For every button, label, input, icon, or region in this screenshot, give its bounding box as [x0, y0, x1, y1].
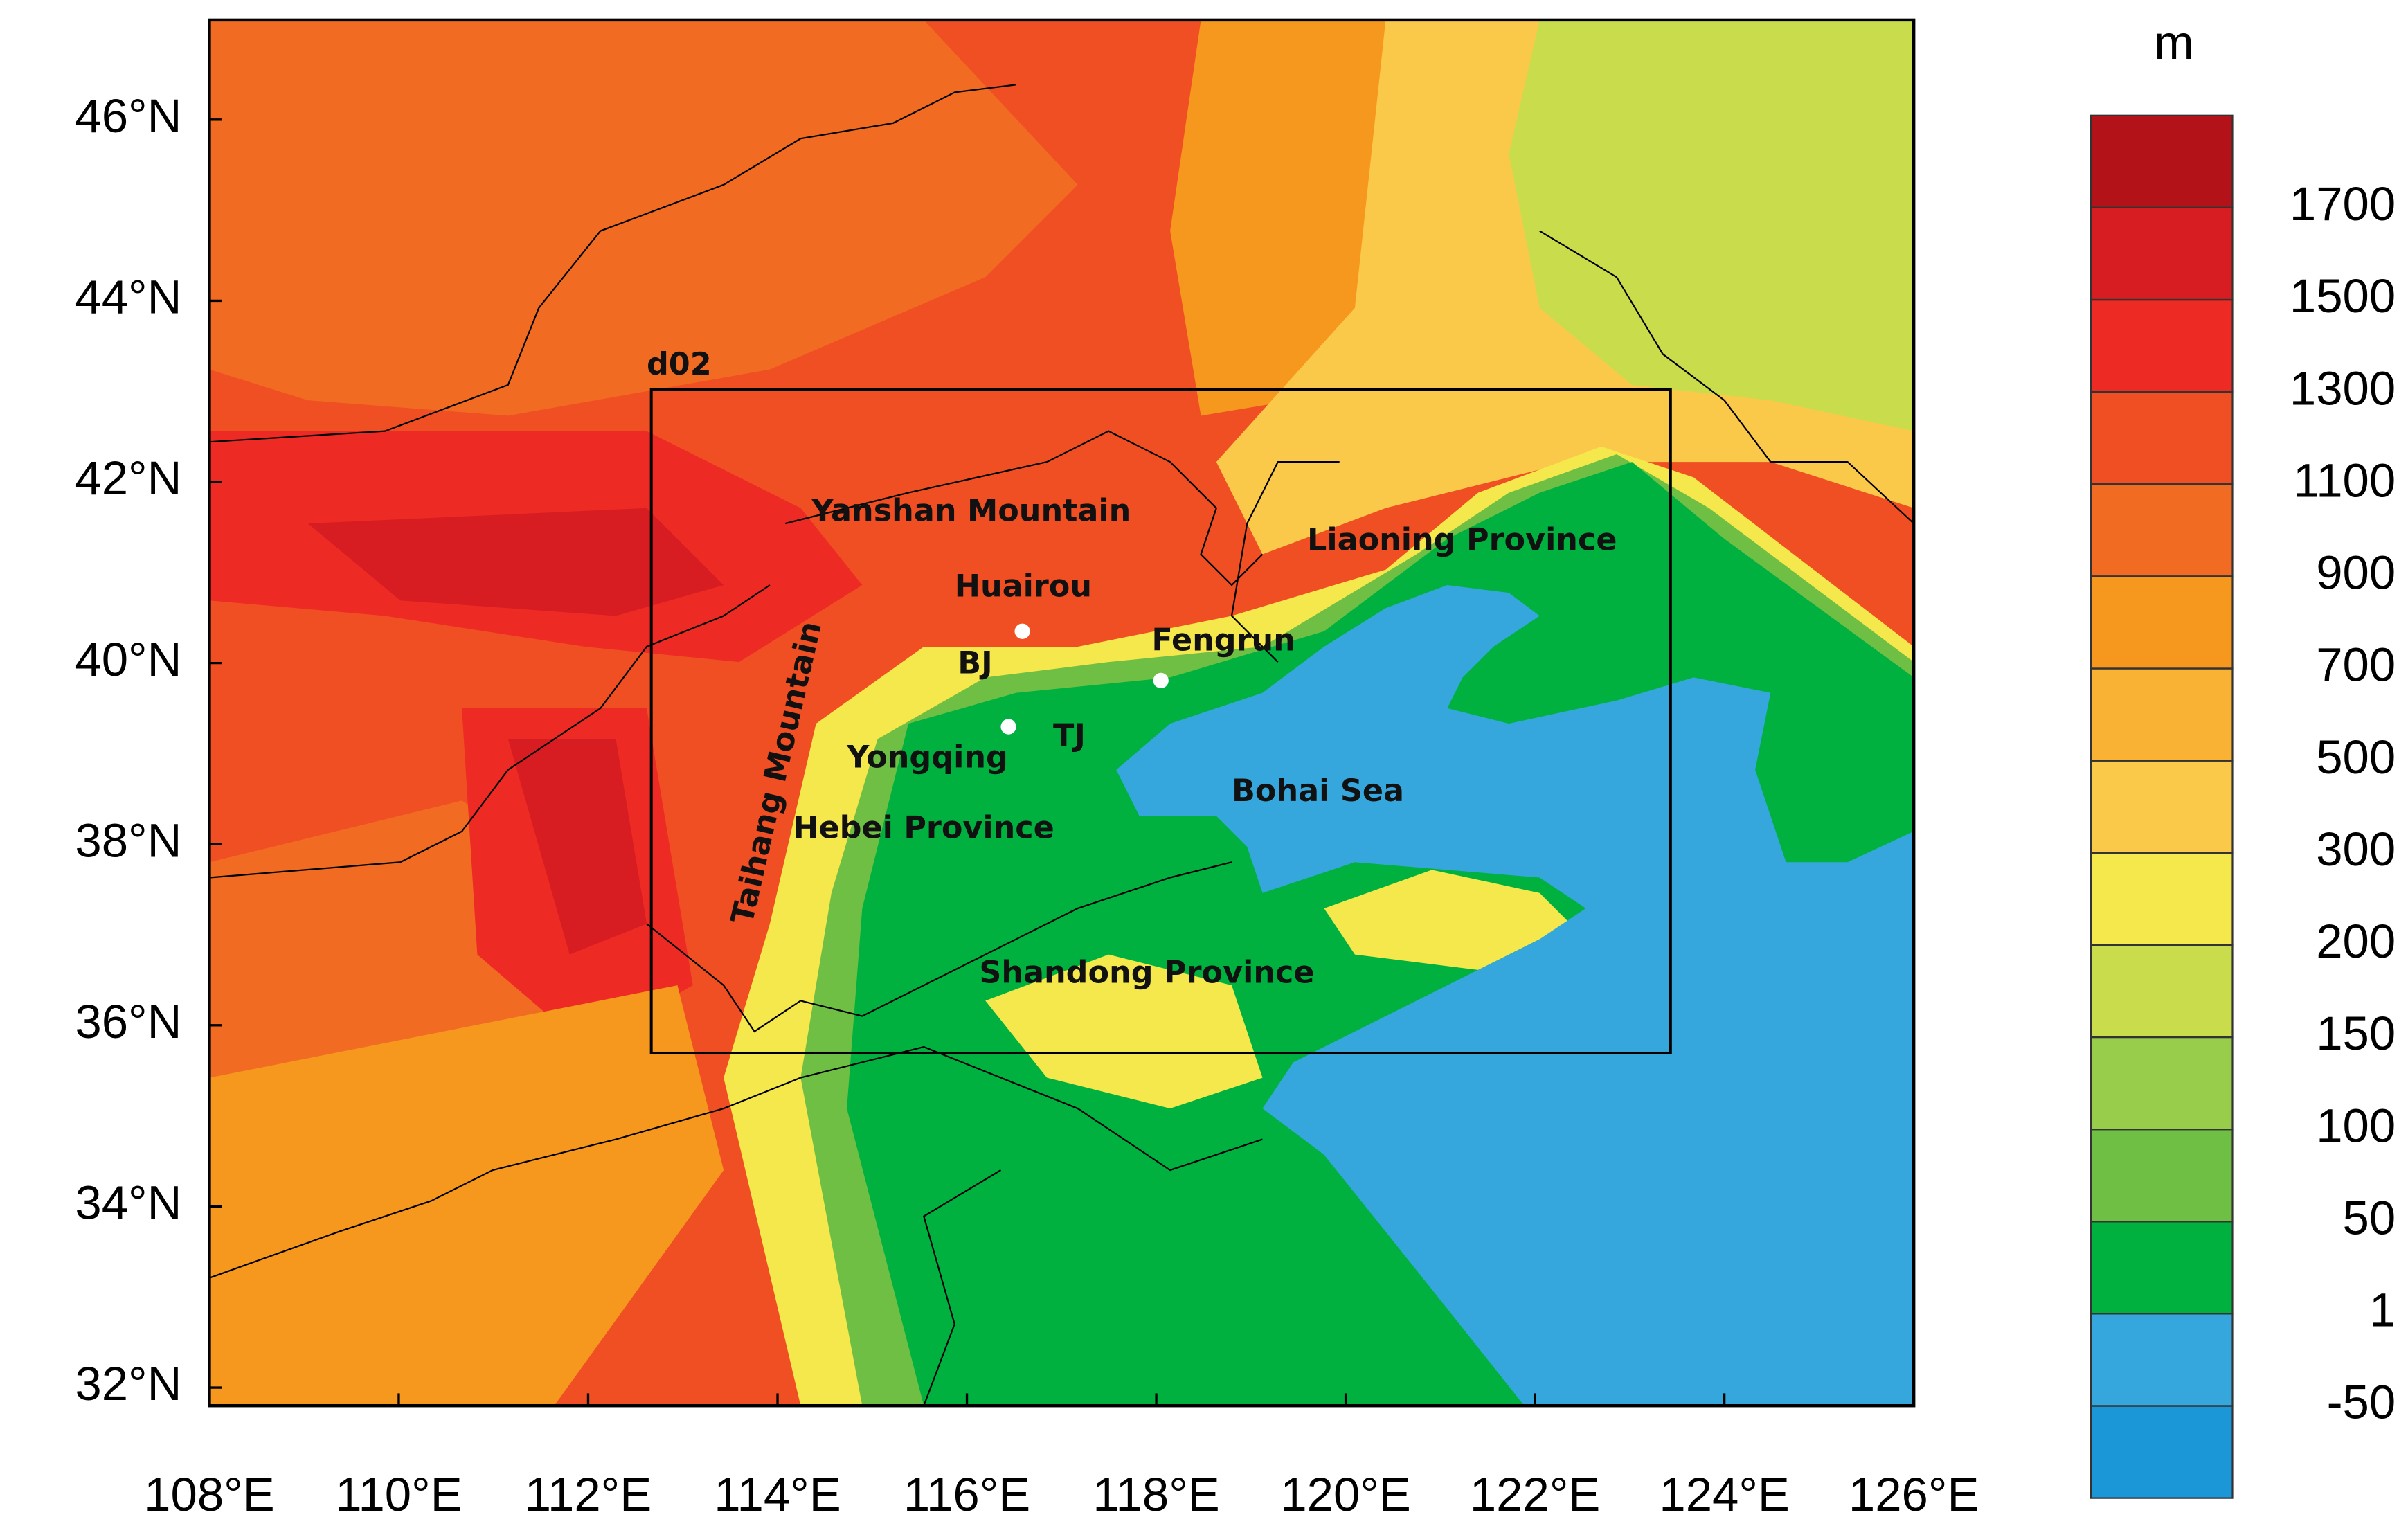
- x-tick-label: 112°E: [525, 1468, 652, 1521]
- y-tick-label: 42°N: [75, 451, 181, 505]
- colorbar-label: 1300: [2290, 361, 2396, 415]
- colorbar-label: -50: [2327, 1376, 2396, 1429]
- x-tick-label: 126°E: [1849, 1468, 1979, 1521]
- colorbar-label: 700: [2316, 638, 2396, 692]
- map-label: Fengrun: [1151, 622, 1295, 658]
- colorbar-label: 1100: [2293, 454, 2396, 507]
- colorbar-bin: [2090, 667, 2234, 762]
- x-tick-label: 120°E: [1280, 1468, 1411, 1521]
- domain-label: d02: [647, 347, 712, 382]
- domain-box: [649, 388, 1672, 1054]
- x-tick-label: 108°E: [144, 1468, 275, 1521]
- map-frame: [208, 18, 1916, 1408]
- colorbar-label: 1500: [2290, 269, 2396, 323]
- colorbar-bin: [2090, 1221, 2234, 1315]
- map-label: Huairou: [955, 568, 1092, 604]
- colorbar-bin: [2090, 575, 2234, 670]
- y-tick-label: 44°N: [75, 271, 181, 324]
- colorbar-bin: [2090, 114, 2234, 209]
- y-tick-label: 34°N: [75, 1176, 181, 1230]
- map-label: TJ: [1053, 718, 1086, 753]
- colorbar-bin: [2090, 852, 2234, 946]
- x-tick-label: 116°E: [904, 1468, 1030, 1521]
- map-label: Liaoning Province: [1307, 523, 1617, 558]
- y-tick-label: 32°N: [75, 1357, 181, 1410]
- terrain-layer: [209, 431, 863, 1355]
- site-dot: [1014, 623, 1030, 639]
- terrain-layer: [985, 870, 1571, 1109]
- colorbar-label: 200: [2316, 915, 2396, 968]
- y-tick-label: 38°N: [75, 814, 181, 867]
- colorbar-bin: [2090, 944, 2234, 1039]
- colorbar-label: 1: [2369, 1284, 2396, 1337]
- y-tick-label: 36°N: [75, 995, 181, 1048]
- y-tick-label: 46°N: [75, 89, 181, 143]
- x-tick-label: 122°E: [1470, 1468, 1601, 1521]
- y-tick-label: 40°N: [75, 633, 181, 686]
- colorbar-label: 150: [2316, 1007, 2396, 1060]
- colorbar-bin: [2090, 391, 2234, 485]
- site-dot: [1153, 672, 1169, 688]
- colorbar-bin: [2090, 298, 2234, 393]
- site-dot: [1000, 719, 1016, 735]
- colorbar-bin: [2090, 1129, 2234, 1223]
- map-label: Hebei Province: [793, 811, 1054, 846]
- colorbar-label: 500: [2316, 730, 2396, 784]
- map-label: BJ: [958, 646, 992, 681]
- x-tick-label: 110°E: [335, 1468, 462, 1521]
- map-label: Yongqing: [846, 739, 1008, 775]
- sea: [1116, 584, 1914, 1406]
- terrain-layer: [1509, 19, 1914, 431]
- colorbar-label: 300: [2316, 823, 2396, 876]
- colorbar-unit: m: [2154, 16, 2193, 69]
- terrain: [209, 19, 1914, 1406]
- x-tick-label: 124°E: [1659, 1468, 1790, 1521]
- colorbar-bin: [2090, 760, 2234, 854]
- x-tick-label: 118°E: [1093, 1468, 1219, 1521]
- boundary: [209, 84, 1914, 1406]
- map-label: Yanshan Mountain: [811, 493, 1131, 528]
- x-tick-label: 114°E: [714, 1468, 841, 1521]
- colorbar-label: 50: [2343, 1191, 2396, 1244]
- colorbar-label: 1700: [2290, 177, 2396, 231]
- colorbar-bin: [2090, 483, 2234, 577]
- axes: 108°E 110°E 112°E 114°E 116°E 118°E 120°E 122°E…: [75, 89, 2396, 1521]
- colorbar-label: 100: [2316, 1099, 2396, 1152]
- map-label: Bohai Sea: [1232, 773, 1404, 809]
- colorbar-bin: [2090, 1036, 2234, 1131]
- map-label: Shandong Province: [979, 955, 1314, 991]
- colorbar-bin: [2090, 206, 2234, 301]
- colorbar-bin: [2090, 1405, 2234, 1499]
- colorbar-bin: [2090, 1313, 2234, 1407]
- colorbar-label: 900: [2316, 546, 2396, 600]
